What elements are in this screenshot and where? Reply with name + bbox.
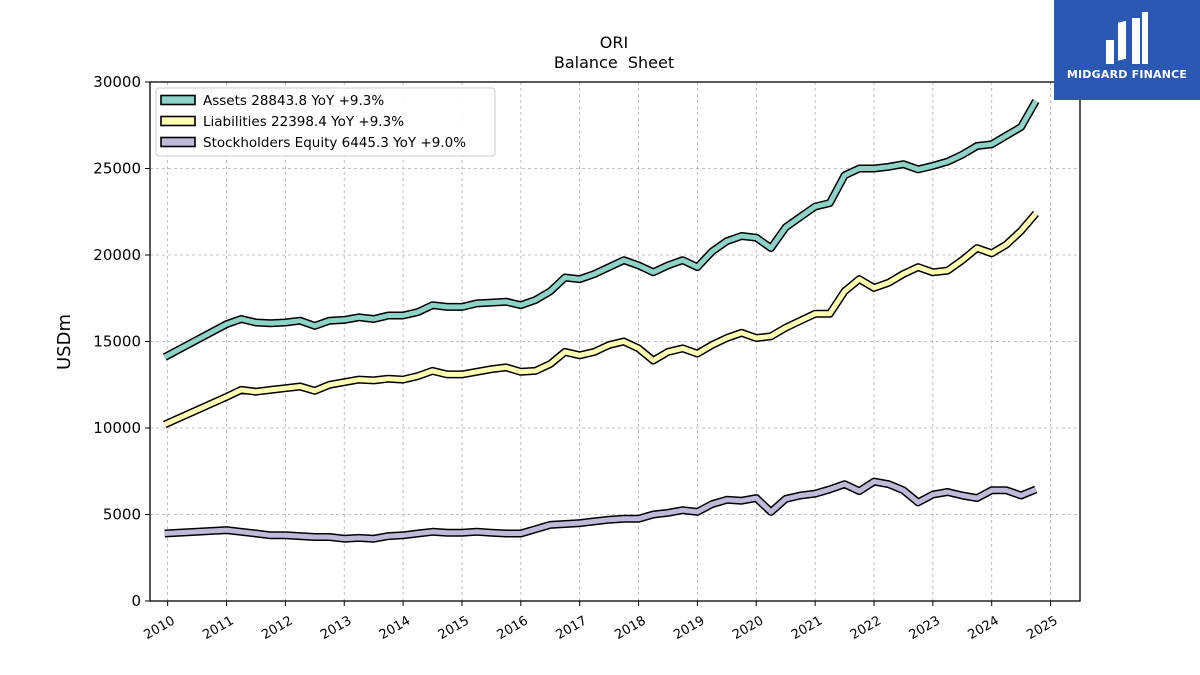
y-tick-label: 25000 <box>93 160 141 178</box>
chart-subtitle: Balance Sheet <box>554 53 674 72</box>
series-line <box>164 479 1037 542</box>
midgard-logo-icon <box>1106 12 1148 64</box>
logo-text: MIDGARD FINANCE <box>1066 68 1188 81</box>
y-axis-label: USDm <box>54 314 75 370</box>
y-tick-label: 10000 <box>93 419 141 437</box>
legend-box <box>155 87 496 157</box>
legend-swatch <box>160 136 196 148</box>
brand-logo: MIDGARD FINANCE <box>1054 0 1200 100</box>
legend-label: Stockholders Equity 6445.3 YoY +9.0% <box>203 135 466 151</box>
legend-label: Assets 28843.8 YoY +9.3% <box>203 93 384 109</box>
legend-label: Liabilities 22398.4 YoY +9.3% <box>203 114 404 130</box>
series-line <box>163 211 1038 427</box>
y-axis-ticks: 0 5000 10000 15000 20000 25000 30000 <box>93 73 150 610</box>
y-tick-label: 5000 <box>103 506 141 524</box>
legend: Assets 28843.8 YoY +9.3% Liabilities 2239… <box>155 87 496 157</box>
y-tick-label: 30000 <box>93 73 141 91</box>
y-tick-label: 20000 <box>93 246 141 264</box>
legend-swatch <box>160 115 196 127</box>
chart-title: ORI <box>600 33 628 52</box>
y-tick-label: 15000 <box>93 333 141 351</box>
y-tick-label: 0 <box>131 592 141 610</box>
legend-swatch <box>160 94 196 106</box>
series-line <box>163 99 1039 360</box>
series-lines <box>162 99 1040 543</box>
